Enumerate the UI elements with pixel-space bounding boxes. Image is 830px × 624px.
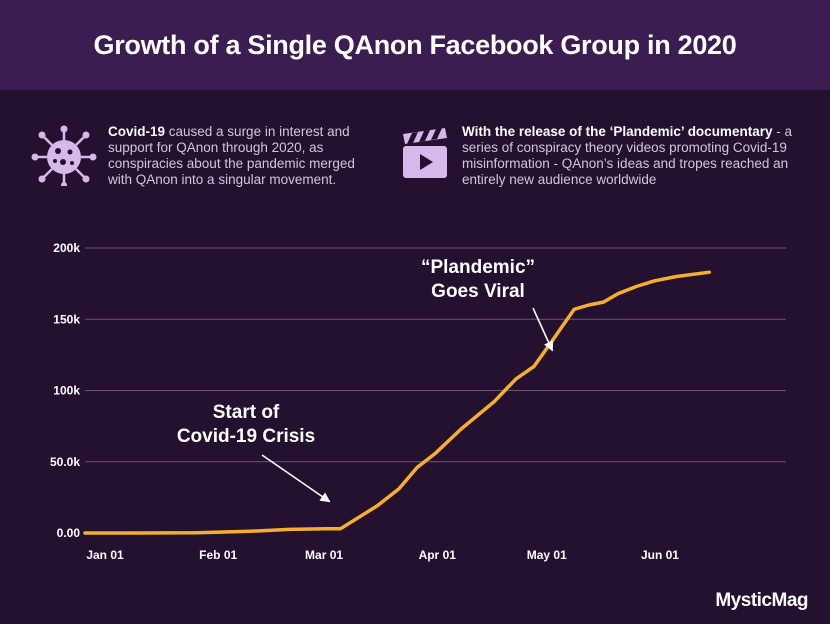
x-tick-label: Mar 01: [305, 548, 343, 562]
chart-title: Growth of a Single QAnon Facebook Group …: [93, 29, 737, 60]
info-covid-text: Covid-19 caused a surge in interest and …: [108, 124, 380, 188]
x-tick-label: Jan 01: [86, 548, 124, 562]
brand-logo: MysticMag: [715, 590, 808, 611]
y-tick-label: 150k: [53, 312, 80, 326]
series-line: [83, 270, 712, 535]
y-tick-label: 0.00: [57, 526, 81, 540]
info-plandemic-text: With the release of the ‘Plandemic’ docu…: [462, 124, 820, 188]
annotation-arrow: [532, 307, 554, 352]
annotation-label: Covid-19 Crisis: [177, 426, 315, 447]
annotation-label: Start of: [213, 402, 280, 423]
annotation-label: “Plandemic”: [421, 257, 535, 278]
y-tick-label: 50.0k: [50, 455, 80, 469]
annotation-arrow: [261, 454, 331, 503]
y-tick-label: 100k: [53, 384, 80, 398]
info-covid: Covid-19 caused a surge in interest and …: [30, 124, 380, 188]
y-tick-label: 200k: [53, 241, 80, 255]
info-covid-bold: Covid-19: [108, 124, 166, 139]
x-tick-label: Apr 01: [419, 548, 457, 562]
info-covid-body: caused a surge in interest and support f…: [108, 124, 355, 187]
virus-icon: [31, 125, 97, 186]
x-tick-label: Feb 01: [199, 548, 237, 562]
info-plandemic: With the release of the ‘Plandemic’ docu…: [400, 124, 820, 188]
clapperboard-icon: [403, 128, 447, 178]
info-plandemic-body: - a series of conspiracy theory videos p…: [462, 124, 792, 187]
x-tick-label: Jun 01: [641, 548, 679, 562]
info-plandemic-bold: With the release of the ‘Plandemic’ docu…: [462, 124, 773, 139]
annotation-label: Goes Viral: [431, 281, 525, 302]
header-bar: Growth of a Single QAnon Facebook Group …: [0, 0, 830, 90]
x-tick-label: May 01: [527, 548, 567, 562]
